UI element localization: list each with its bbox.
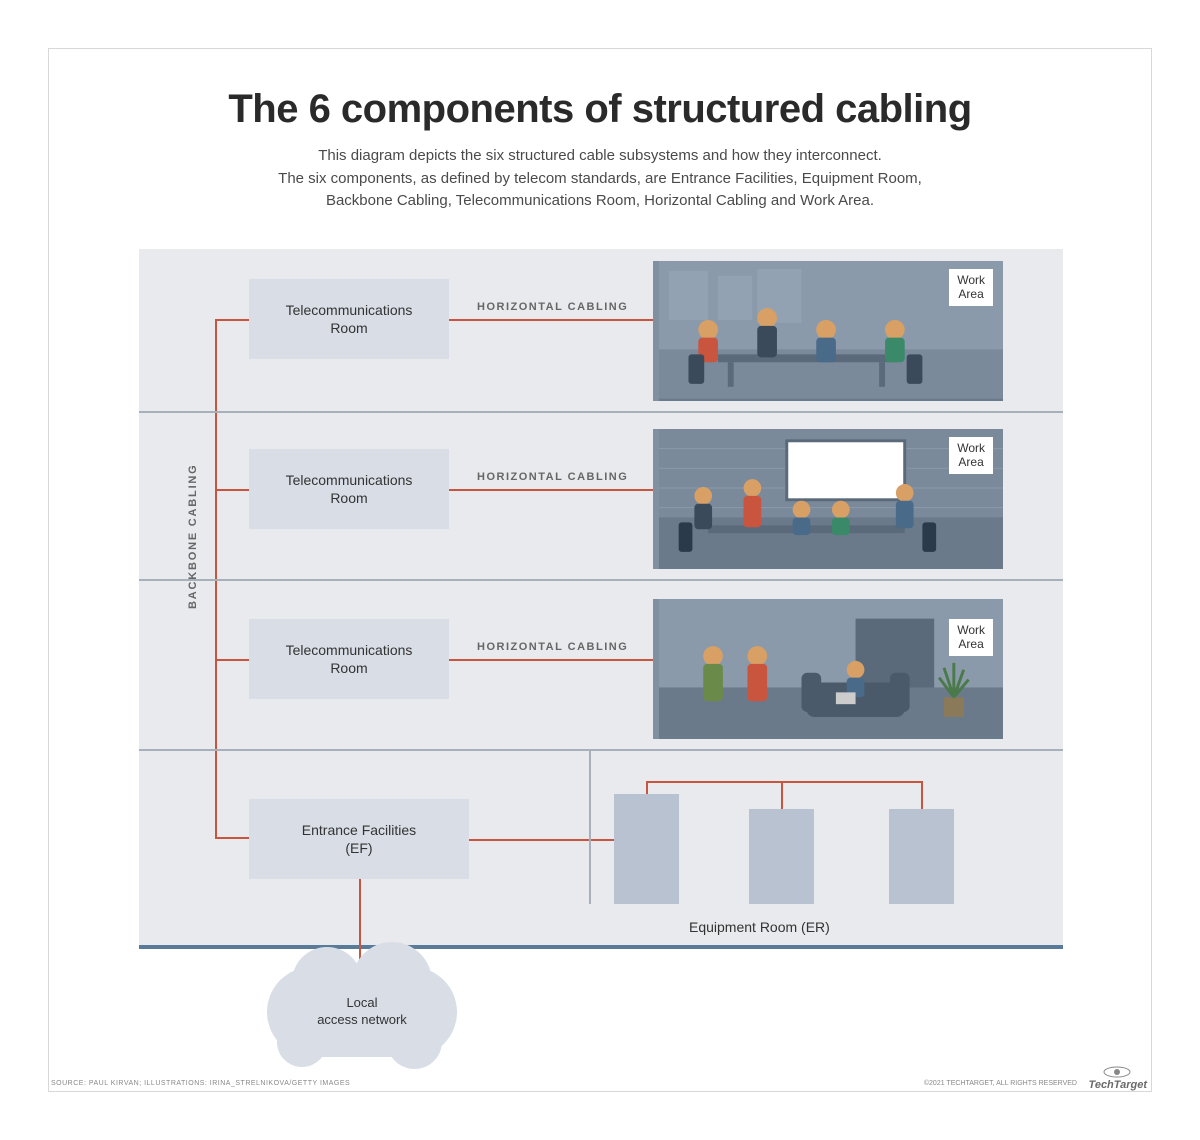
equipment-rack: [614, 794, 679, 904]
backbone-branch-line: [215, 489, 249, 491]
telecom-room-label: Telecommunications Room: [286, 301, 413, 337]
entrance-facilities-label: Entrance Facilities (EF): [302, 821, 416, 857]
horizontal-cabling-label: HORIZONTAL CABLING: [477, 641, 628, 653]
rack-connector-line: [646, 781, 648, 794]
source-attribution: SOURCE: PAUL KIRVAN; ILLUSTRATIONS: IRIN…: [51, 1080, 350, 1087]
work-area-label: Work Area: [949, 269, 993, 306]
local-access-network-cloud: Local access network: [267, 967, 457, 1057]
page-subtitle: This diagram depicts the six structured …: [169, 145, 1031, 213]
horizontal-cabling-line: [449, 319, 653, 321]
horizontal-cabling-line: [449, 659, 653, 661]
equipment-room-label: Equipment Room (ER): [689, 919, 830, 935]
backbone-branch-line: [215, 319, 249, 321]
diagram-frame: The 6 components of structured cabling T…: [48, 48, 1152, 1092]
horizontal-cabling-label: HORIZONTAL CABLING: [477, 301, 628, 313]
horizontal-cabling-line: [449, 489, 653, 491]
backbone-cabling-label: BACKBONE CABLING: [187, 463, 199, 609]
copyright-text: ©2021 TECHTARGET, ALL RIGHTS RESERVED: [924, 1080, 1077, 1087]
rack-connector-line: [921, 781, 923, 809]
work-area-illustration: Work Area: [653, 261, 1003, 401]
brand-logo: TechTarget: [1089, 1079, 1147, 1091]
telecom-room-box: Telecommunications Room: [249, 279, 449, 359]
horizontal-cabling-label: HORIZONTAL CABLING: [477, 471, 628, 483]
subtitle-line: This diagram depicts the six structured …: [318, 147, 882, 164]
telecom-room-label: Telecommunications Room: [286, 471, 413, 507]
work-area-illustration: Work Area: [653, 429, 1003, 569]
equipment-rack: [749, 809, 814, 904]
telecom-room-label: Telecommunications Room: [286, 641, 413, 677]
telecom-room-box: Telecommunications Room: [249, 619, 449, 699]
backbone-to-ef-line: [215, 837, 249, 839]
page-title: The 6 components of structured cabling: [49, 87, 1151, 132]
ef-to-er-line: [469, 839, 614, 841]
floor-divider: [139, 749, 1063, 751]
room-divider: [589, 749, 591, 904]
equipment-rack: [889, 809, 954, 904]
entrance-facilities-box: Entrance Facilities (EF): [249, 799, 469, 879]
backbone-branch-line: [215, 659, 249, 661]
rack-connector-line: [781, 781, 783, 809]
subtitle-line: The six components, as defined by teleco…: [278, 170, 922, 187]
work-area-label: Work Area: [949, 437, 993, 474]
cloud-label: Local access network: [267, 967, 457, 1057]
rack-connector-line: [646, 781, 923, 783]
ground-line: [139, 945, 1063, 949]
brand-eye-icon: [1103, 1065, 1131, 1077]
work-area-label: Work Area: [949, 619, 993, 656]
subtitle-line: Backbone Cabling, Telecommunications Roo…: [326, 192, 874, 209]
telecom-room-box: Telecommunications Room: [249, 449, 449, 529]
floor-divider: [139, 579, 1063, 581]
floor-divider: [139, 411, 1063, 413]
work-area-illustration: Work Area: [653, 599, 1003, 739]
